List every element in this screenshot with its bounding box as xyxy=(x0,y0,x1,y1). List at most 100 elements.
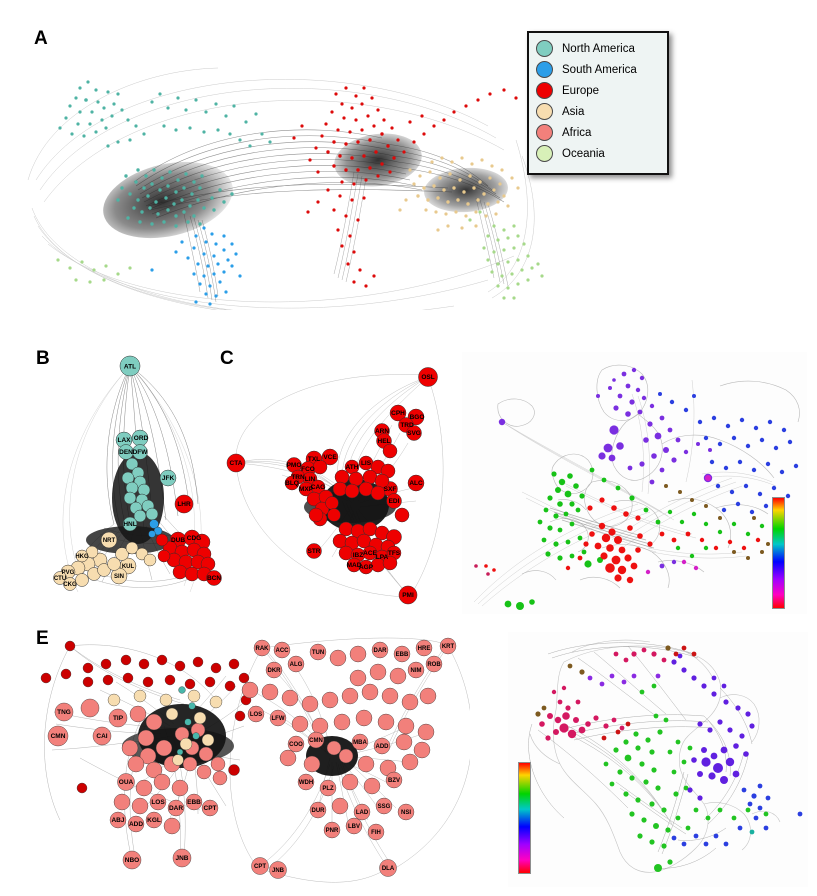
svg-text:DFW: DFW xyxy=(133,449,149,456)
svg-text:EBB: EBB xyxy=(396,652,409,658)
svg-text:BZV: BZV xyxy=(388,778,400,784)
svg-text:DKR: DKR xyxy=(268,668,282,674)
svg-text:CPT: CPT xyxy=(204,805,217,812)
panel-letter-c: C xyxy=(220,348,234,369)
panel-a-nodes-europe xyxy=(292,86,518,288)
svg-text:ABJ: ABJ xyxy=(111,817,124,824)
svg-text:CTU: CTU xyxy=(54,576,66,582)
svg-text:WDH: WDH xyxy=(299,780,313,786)
svg-text:BGO: BGO xyxy=(410,414,425,421)
svg-text:MBA: MBA xyxy=(353,740,367,746)
svg-text:LFW: LFW xyxy=(272,716,285,722)
svg-text:HRE: HRE xyxy=(418,646,431,652)
legend-swatch-north-america xyxy=(536,40,553,57)
panel-b-nodes-asia: NRT KUL SIN HKG PVG CTU CKG xyxy=(53,531,157,591)
svg-text:SSG: SSG xyxy=(378,804,391,810)
panel-letter-a: A xyxy=(34,28,48,49)
svg-text:LAX: LAX xyxy=(118,437,132,444)
svg-text:CPT: CPT xyxy=(254,864,266,870)
legend-swatch-asia xyxy=(536,103,553,120)
panel-c-nodes-europe xyxy=(226,367,438,605)
svg-text:LPA: LPA xyxy=(376,554,389,561)
svg-text:HNL: HNL xyxy=(123,521,136,528)
panel-a-global-network xyxy=(18,30,558,310)
svg-text:DAR: DAR xyxy=(374,648,388,654)
svg-text:BLQ: BLQ xyxy=(285,480,299,487)
panel-d-nodes xyxy=(474,367,799,610)
svg-text:DEN: DEN xyxy=(119,449,133,456)
svg-text:LAD: LAD xyxy=(356,810,369,816)
panel-b-nodes-sa xyxy=(148,519,163,538)
legend-label-oceania: Oceania xyxy=(562,147,605,160)
svg-text:SIN: SIN xyxy=(114,574,124,580)
svg-text:HKG: HKG xyxy=(75,554,89,560)
hue-colorbar-d xyxy=(772,497,785,609)
svg-text:CAG: CAG xyxy=(311,484,325,491)
legend-row-europe: Europe xyxy=(529,80,667,101)
legend-label-asia: Asia xyxy=(562,105,585,118)
panel-letter-e: E xyxy=(36,628,49,649)
svg-text:NSI: NSI xyxy=(401,810,411,816)
svg-text:MXP: MXP xyxy=(299,486,314,493)
svg-text:SXF: SXF xyxy=(384,486,397,493)
panel-letter-b: B xyxy=(36,348,50,369)
panel-b-nodes-na: ATL LAX ORD DEN DFW JFK HNL xyxy=(115,355,177,532)
svg-text:TRN: TRN xyxy=(291,474,305,481)
legend-swatch-south-america xyxy=(536,61,553,78)
legend-row-africa: Africa xyxy=(529,122,667,143)
svg-text:TRD: TRD xyxy=(400,422,414,429)
svg-text:STR: STR xyxy=(308,548,321,555)
svg-text:FIH: FIH xyxy=(371,830,381,836)
legend-swatch-europe xyxy=(536,82,553,99)
svg-text:LIS: LIS xyxy=(361,460,372,467)
svg-text:ALC: ALC xyxy=(409,480,423,487)
legend-row-south-america: South America xyxy=(529,59,667,80)
svg-text:TFS: TFS xyxy=(388,550,401,557)
svg-text:TIP: TIP xyxy=(113,715,124,722)
svg-text:ATH: ATH xyxy=(346,464,359,471)
svg-text:TUN: TUN xyxy=(312,650,324,656)
svg-text:JNB: JNB xyxy=(272,868,285,874)
svg-text:CTA: CTA xyxy=(230,460,243,467)
svg-text:PMO: PMO xyxy=(287,462,302,469)
panel-d-europe-map xyxy=(462,352,807,614)
svg-text:DLA: DLA xyxy=(382,866,395,872)
svg-text:KUL: KUL xyxy=(122,564,135,570)
svg-text:NRT: NRT xyxy=(103,538,116,544)
legend-label-africa: Africa xyxy=(562,126,592,139)
svg-text:LOS: LOS xyxy=(250,712,262,718)
svg-text:JFK: JFK xyxy=(162,475,175,482)
panel-a-nodes-south-america xyxy=(150,226,242,306)
svg-text:PLZ: PLZ xyxy=(322,786,334,792)
svg-text:BCN: BCN xyxy=(207,575,221,582)
svg-text:NIM: NIM xyxy=(411,668,422,674)
svg-text:ACE: ACE xyxy=(363,550,377,557)
svg-text:ALG: ALG xyxy=(290,662,303,668)
legend-row-north-america: North America xyxy=(529,38,667,59)
svg-text:ORD: ORD xyxy=(134,435,149,442)
hue-colorbar-f xyxy=(518,762,531,874)
svg-text:FCO: FCO xyxy=(301,466,315,473)
svg-text:PMI: PMI xyxy=(402,592,414,599)
legend-swatch-africa xyxy=(536,124,553,141)
svg-text:OSL: OSL xyxy=(421,374,434,381)
svg-text:CMN: CMN xyxy=(309,738,323,744)
svg-text:RAK: RAK xyxy=(256,646,270,652)
svg-text:PVG: PVG xyxy=(62,570,75,576)
svg-text:IBZ: IBZ xyxy=(353,552,364,559)
svg-text:DUR: DUR xyxy=(312,808,326,814)
svg-text:LHR: LHR xyxy=(177,501,191,508)
panel-e-left-nodes: TNG CMN CAI TIP OUA ABJ ADD KGL LOS DAR EBBCP… xyxy=(40,640,252,870)
svg-text:OUA: OUA xyxy=(119,779,134,786)
panel-c-europe-community: OSL CPH BGO TRD SVG ARN HEL CTA TXL VCE PMO F… xyxy=(222,355,454,615)
svg-text:ROB: ROB xyxy=(427,662,441,668)
panel-f-nodes xyxy=(535,645,803,872)
panel-b-nodes-europe: LHR DUB CDG BCN xyxy=(155,494,222,586)
svg-text:EDI: EDI xyxy=(389,498,400,505)
svg-text:LOS: LOS xyxy=(151,799,165,806)
svg-text:LBV: LBV xyxy=(348,824,360,830)
svg-text:ACC: ACC xyxy=(276,648,290,654)
svg-text:CPH: CPH xyxy=(391,410,405,417)
svg-text:MAD: MAD xyxy=(347,562,362,569)
